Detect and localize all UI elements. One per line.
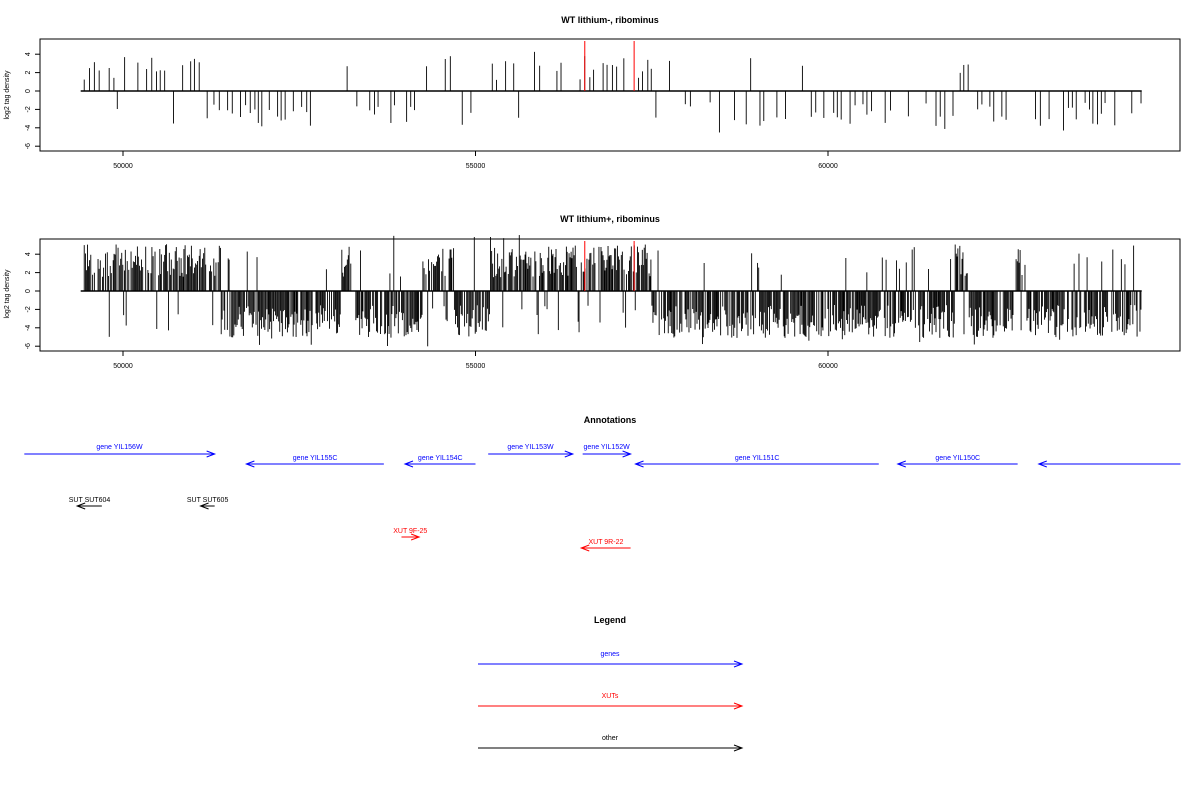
feature-label: XUT 9R-22	[588, 539, 623, 546]
feature-arrow-head	[1037, 460, 1047, 468]
x-tick-label: 55000	[466, 163, 486, 170]
legend-title: Legend	[594, 615, 626, 625]
feature-arrow-head	[733, 660, 744, 668]
annotation-feature: XUT 9F-25	[393, 528, 427, 541]
plot-frame	[39, 38, 1181, 152]
density-bars	[83, 51, 1142, 133]
feature-arrow-head	[896, 460, 906, 468]
y-tick-label: 4	[25, 252, 32, 256]
y-axis: -6 -4 -2 0 2 4	[25, 252, 41, 349]
y-tick-label: -2	[25, 106, 32, 112]
highlight-lines	[584, 241, 635, 291]
feature-arrow-head	[244, 460, 255, 468]
y-tick-label: 2	[25, 71, 32, 75]
x-tick-label: 50000	[113, 363, 133, 370]
annotation-feature: SUT SUT604	[69, 497, 111, 510]
feature-label: gene YIL155C	[293, 455, 338, 462]
y-tick-label: -4	[25, 125, 32, 131]
annotation-feature	[1037, 460, 1181, 468]
annotation-feature: gene YIL153W	[488, 444, 575, 458]
y-tick-label: 0	[25, 289, 32, 293]
annotation-track: gene YIL156W gene YIL155C gene YIL154C gene…	[24, 444, 1181, 552]
x-axis: 50000 55000 60000	[113, 350, 838, 370]
x-tick-label: 60000	[818, 163, 838, 170]
annotation-feature: SUT SUT605	[187, 497, 229, 510]
annotation-feature: gene YIL151C	[634, 455, 879, 468]
feature-label: gene YIL156W	[96, 444, 143, 451]
feature-label: SUT SUT605	[187, 497, 229, 504]
annotation-feature: gene YIL150C	[896, 455, 1018, 468]
feature-label: XUT 9F-25	[393, 528, 427, 535]
feature-label: gene YIL154C	[418, 455, 463, 462]
legend: genes XUTs other	[478, 651, 744, 752]
feature-arrow-head	[410, 533, 421, 541]
annotation-feature: gene YIL152W	[582, 444, 633, 458]
track-title: WT lithium-, ribominus	[561, 15, 659, 25]
annotation-feature: XUT 9R-22	[579, 539, 631, 552]
legend-item: other	[478, 735, 744, 752]
y-axis: -6 -4 -2 0 2 4	[25, 52, 41, 149]
x-tick-label: 50000	[113, 163, 133, 170]
legend-item: XUTs	[478, 693, 744, 710]
y-axis-label: log2 tag density	[4, 269, 11, 319]
feature-arrow-head	[564, 450, 575, 458]
track-panel-lithium-plus: WT lithium+, ribominus log2 tag density …	[4, 214, 1181, 370]
y-tick-label: -6	[25, 143, 32, 149]
feature-label: gene YIL150C	[935, 455, 980, 462]
feature-arrow-head	[206, 450, 217, 458]
legend-label: genes	[600, 651, 620, 658]
x-axis: 50000 55000 60000	[113, 150, 838, 170]
track-title: WT lithium+, ribominus	[560, 214, 660, 224]
highlight-lines	[584, 41, 635, 91]
annotation-feature: gene YIL155C	[244, 455, 384, 468]
feature-arrow-head	[75, 502, 86, 510]
feature-label: gene YIL153W	[507, 444, 554, 451]
density-bars	[83, 235, 1142, 347]
annotations-title: Annotations	[584, 415, 637, 425]
feature-arrow-head	[579, 544, 590, 552]
feature-label: gene YIL152W	[584, 444, 631, 451]
feature-label: gene YIL151C	[735, 455, 780, 462]
legend-label: other	[602, 735, 619, 742]
feature-label: SUT SUT604	[69, 497, 111, 504]
y-tick-label: -6	[25, 343, 32, 349]
y-tick-label: -2	[25, 306, 32, 312]
feature-arrow-head	[622, 450, 633, 458]
feature-arrow-head	[733, 702, 744, 710]
annotation-feature: gene YIL156W	[24, 444, 217, 458]
x-tick-label: 60000	[818, 363, 838, 370]
y-tick-label: 0	[25, 89, 32, 93]
feature-arrow-head	[199, 502, 209, 510]
y-tick-label: 2	[25, 271, 32, 275]
legend-label: XUTs	[602, 693, 619, 700]
legend-item: genes	[478, 651, 744, 668]
track-panel-lithium-minus: WT lithium-, ribominus log2 tag density …	[4, 15, 1181, 170]
x-tick-label: 55000	[466, 363, 486, 370]
y-tick-label: -4	[25, 325, 32, 331]
feature-arrow-head	[634, 460, 644, 468]
feature-arrow-head	[733, 744, 744, 752]
y-axis-label: log2 tag density	[4, 70, 11, 120]
feature-arrow-head	[403, 460, 414, 468]
y-tick-label: 4	[25, 52, 32, 56]
annotation-feature: gene YIL154C	[403, 455, 476, 468]
